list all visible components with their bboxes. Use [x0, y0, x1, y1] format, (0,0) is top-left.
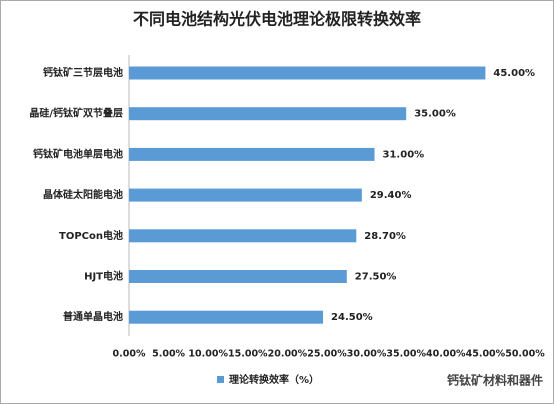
bar	[129, 270, 347, 283]
y-tick-label: 晶硅/钙钛矿双节叠层	[29, 107, 123, 120]
y-tick-label: 晶体硅太阳能电池	[43, 188, 123, 201]
x-tick-label: 40.00%	[426, 349, 466, 360]
x-tick-label: 20.00%	[268, 349, 308, 360]
bar	[129, 310, 324, 324]
value-label: 24.50%	[331, 312, 373, 323]
x-tick-label: 30.00%	[347, 349, 387, 360]
x-tick-label: 45.00%	[466, 349, 506, 360]
y-tick-label: HJT电池	[84, 270, 123, 283]
value-label: 29.40%	[370, 190, 412, 201]
x-tick-label: 10.00%	[188, 349, 228, 360]
value-label: 27.50%	[355, 272, 397, 283]
bar	[129, 229, 357, 243]
x-tick-label: 5.00%	[152, 349, 185, 360]
bar	[129, 188, 362, 202]
y-tick-label: 钙钛矿电池单层电池	[33, 147, 123, 160]
value-label: 35.00%	[414, 109, 456, 120]
legend-label: 理论转换效率（%）	[229, 373, 319, 386]
legend-swatch	[217, 376, 224, 383]
x-tick-label: 15.00%	[228, 349, 268, 360]
y-tick-label: 普通单晶电池	[63, 310, 123, 323]
bar	[129, 107, 407, 121]
bar	[129, 147, 375, 161]
value-label: 28.70%	[364, 231, 406, 242]
bar	[129, 66, 486, 80]
x-tick-label: 35.00%	[386, 349, 426, 360]
value-label: 45.00%	[493, 68, 535, 79]
value-label: 31.00%	[383, 149, 425, 160]
x-tick-label: 0.00%	[113, 349, 146, 360]
x-tick-label: 25.00%	[307, 349, 347, 360]
x-tick-label: 50.00%	[505, 349, 545, 360]
y-tick-label: 钙钛矿三节层电池	[43, 66, 123, 79]
watermark: 钙钛矿材料和器件	[447, 373, 543, 388]
chart-title: 不同电池结构光伏电池理论极限转换效率	[133, 10, 421, 29]
y-tick-label: TOPCon电池	[59, 229, 123, 242]
